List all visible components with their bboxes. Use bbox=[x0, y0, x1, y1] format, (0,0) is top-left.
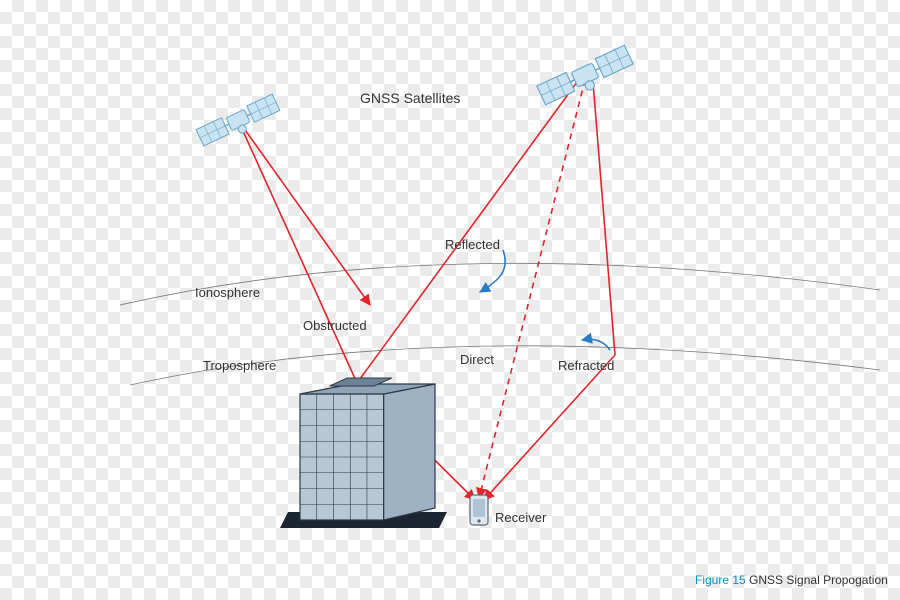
receiver-screen bbox=[473, 499, 485, 517]
sat2-refracted-a bbox=[593, 82, 615, 355]
reflected-arrow bbox=[480, 250, 505, 292]
sat-left-icon bbox=[196, 94, 282, 150]
sat-right-icon bbox=[537, 45, 636, 110]
label-troposphere: Troposphere bbox=[203, 358, 276, 373]
label-direct: Direct bbox=[460, 352, 494, 367]
caption-figure-number: Figure 15 bbox=[695, 573, 746, 587]
callout-arrows bbox=[480, 250, 610, 350]
building-side bbox=[384, 384, 435, 520]
refracted-arrow bbox=[582, 339, 610, 350]
receiver-button bbox=[477, 519, 480, 522]
label-refracted: Refracted bbox=[558, 358, 614, 373]
diagram-stage: GNSS Satellites Ionosphere Troposphere O… bbox=[0, 0, 900, 600]
figure-caption: Figure 15 GNSS Signal Propogation bbox=[695, 573, 888, 587]
sat1-to-building-top bbox=[238, 120, 357, 383]
building bbox=[280, 378, 447, 528]
label-reflected: Reflected bbox=[445, 237, 500, 252]
sat1-to-obstruction bbox=[238, 120, 370, 305]
label-gnss-satellites: GNSS Satellites bbox=[360, 90, 460, 106]
label-ionosphere: Ionosphere bbox=[195, 285, 260, 300]
label-obstructed: Obstructed bbox=[303, 318, 367, 333]
sat2-refracted-b bbox=[484, 355, 615, 500]
receiver-device bbox=[470, 495, 488, 525]
caption-text: GNSS Signal Propogation bbox=[749, 573, 888, 587]
label-receiver: Receiver bbox=[495, 510, 546, 525]
